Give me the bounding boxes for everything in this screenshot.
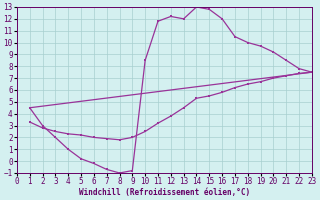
X-axis label: Windchill (Refroidissement éolien,°C): Windchill (Refroidissement éolien,°C): [79, 188, 250, 197]
